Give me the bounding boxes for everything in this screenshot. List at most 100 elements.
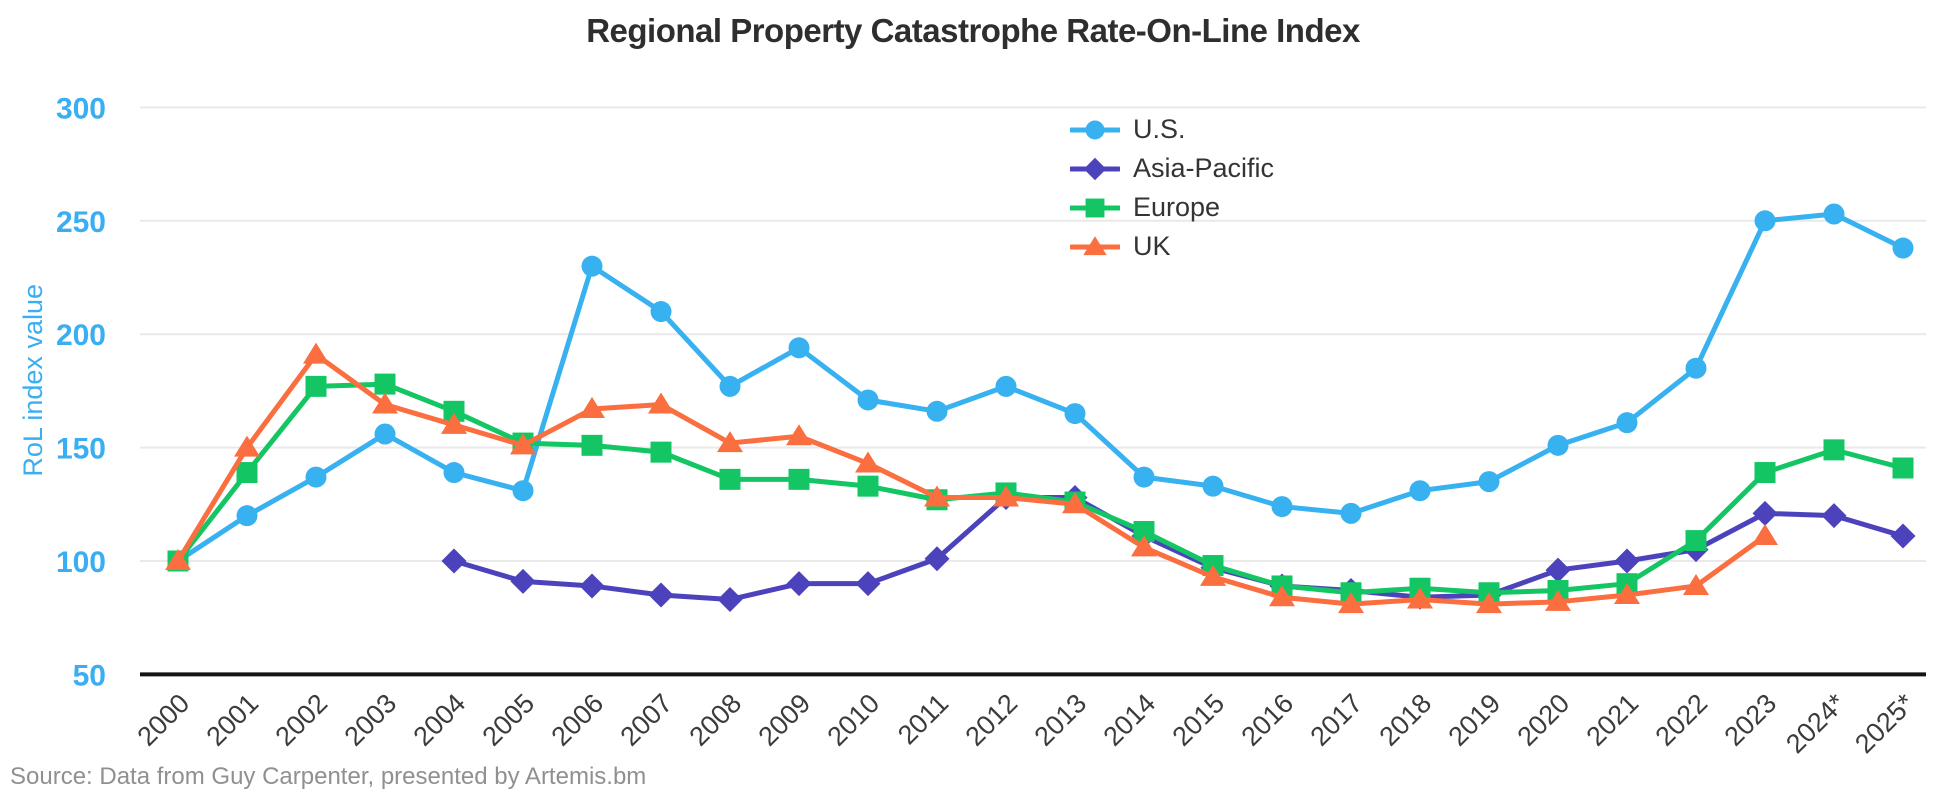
series-uk	[165, 342, 1778, 614]
data-point-marker	[305, 466, 327, 488]
legend-marker	[1083, 235, 1107, 255]
x-tick-label: 2013	[1029, 688, 1093, 752]
data-point-marker	[236, 462, 258, 484]
data-point-marker	[648, 582, 674, 608]
data-point-marker	[857, 389, 879, 411]
data-point-marker	[581, 434, 603, 456]
legend-item-uk[interactable]: UK	[1070, 227, 1274, 266]
uk-series-marker-icon	[1070, 235, 1120, 255]
x-tick-label: 2008	[684, 688, 748, 752]
x-tick-label: 2023	[1719, 688, 1783, 752]
data-point-marker	[1478, 471, 1500, 493]
data-point-marker	[1269, 585, 1295, 607]
x-tick-label: 2010	[822, 688, 886, 752]
data-point-marker	[374, 423, 396, 445]
y-tick-label: 150	[56, 433, 106, 466]
x-tick-label: 2001	[201, 688, 265, 752]
data-point-marker	[1547, 434, 1569, 456]
data-point-marker	[1476, 592, 1502, 614]
chart-title: Regional Property Catastrophe Rate-On-Li…	[586, 12, 1360, 49]
source-note: Source: Data from Guy Carpenter, present…	[10, 763, 647, 790]
data-point-marker	[717, 431, 743, 453]
x-tick-label: 2016	[1236, 688, 1300, 752]
data-point-marker	[579, 573, 605, 599]
x-tick-label: 2002	[270, 688, 334, 752]
data-point-marker	[648, 392, 674, 414]
x-tick-label: 2007	[615, 688, 679, 752]
data-point-marker	[857, 475, 879, 497]
data-point-marker	[372, 392, 398, 414]
legend-marker	[1083, 157, 1107, 180]
data-point-marker	[719, 468, 741, 490]
data-point-marker	[1340, 502, 1362, 524]
x-tick-label: 2011	[892, 688, 954, 750]
data-point-marker	[234, 435, 260, 457]
x-tick-label: 2006	[546, 688, 610, 752]
data-point-marker	[1338, 592, 1364, 614]
data-point-marker	[1133, 466, 1155, 488]
data-point-marker	[855, 571, 881, 597]
data-point-marker	[1062, 492, 1088, 514]
x-tick-label: 2017	[1305, 688, 1369, 752]
data-point-marker	[443, 462, 465, 484]
legend-marker	[1085, 198, 1105, 217]
data-point-marker	[719, 375, 741, 397]
data-point-marker	[441, 548, 467, 574]
series-line	[451, 494, 1906, 603]
data-point-marker	[993, 485, 1019, 507]
legend-item-europe[interactable]: Europe	[1070, 188, 1274, 227]
x-tick-label: 2018	[1374, 688, 1438, 752]
series-line	[175, 352, 1768, 607]
data-point-marker	[1545, 557, 1571, 583]
y-tick-label: 250	[56, 206, 106, 239]
us-series-marker-icon	[1070, 120, 1120, 139]
data-point-marker	[1545, 589, 1571, 611]
legend: U.S. Asia-Pacific Europe UK	[1070, 110, 1274, 266]
series-line	[175, 381, 1906, 596]
x-tick-label: 2014	[1098, 688, 1162, 752]
legend-item-us[interactable]: U.S.	[1070, 110, 1274, 149]
asia-pacific-series-marker-icon	[1070, 157, 1120, 180]
data-point-marker	[581, 255, 603, 277]
data-point-marker	[1616, 412, 1638, 434]
data-point-marker	[1821, 503, 1847, 529]
data-point-marker	[1754, 210, 1776, 232]
data-point-marker	[1685, 530, 1707, 552]
data-point-marker	[1614, 583, 1640, 605]
x-tick-label: 2025*	[1849, 688, 1920, 759]
data-point-marker	[374, 373, 396, 395]
data-point-marker	[1754, 462, 1776, 484]
data-point-marker	[926, 400, 948, 422]
x-tick-label: 2003	[339, 688, 403, 752]
y-tick-label: 200	[56, 319, 106, 352]
legend-label: Asia-Pacific	[1133, 153, 1275, 183]
x-tick-label: 2009	[753, 688, 817, 752]
data-point-marker	[1202, 475, 1224, 497]
x-tick-label: 2004	[408, 688, 472, 752]
data-point-marker	[1892, 237, 1914, 259]
x-tick-label: 2005	[477, 688, 541, 752]
data-point-marker	[855, 451, 881, 473]
series-europe	[167, 373, 1914, 604]
data-point-marker	[510, 568, 536, 594]
legend-label: U.S.	[1133, 114, 1186, 144]
series-us	[167, 203, 1914, 572]
data-point-marker	[443, 400, 465, 422]
data-point-marker	[303, 342, 329, 364]
x-tick-label: 2022	[1650, 688, 1714, 752]
legend-item-asia-pacific[interactable]: Asia-Pacific	[1070, 149, 1274, 188]
series-line	[175, 211, 1906, 564]
x-tick-label: 2019	[1443, 688, 1507, 752]
data-point-marker	[1133, 521, 1155, 543]
data-point-marker	[1064, 403, 1086, 425]
data-point-marker	[786, 571, 812, 597]
data-point-marker	[650, 301, 672, 323]
legend-label: UK	[1133, 231, 1171, 261]
data-point-marker	[441, 412, 467, 434]
data-point-marker	[1752, 524, 1778, 546]
data-point-marker	[1407, 587, 1433, 609]
data-point-marker	[924, 546, 950, 572]
data-point-marker	[510, 433, 536, 455]
data-point-marker	[717, 587, 743, 613]
